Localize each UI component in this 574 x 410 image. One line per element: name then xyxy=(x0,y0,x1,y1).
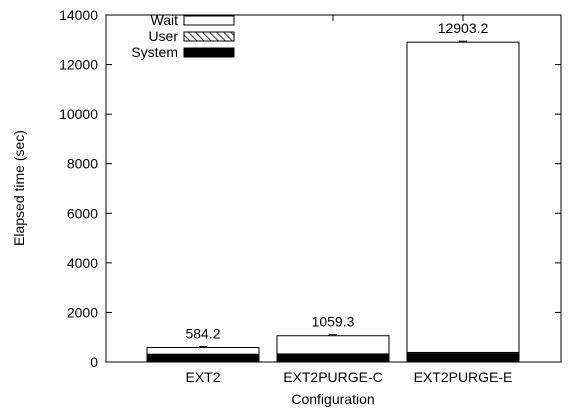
legend-label: System xyxy=(131,44,178,60)
y-tick-label: 0 xyxy=(90,354,98,370)
x-tick-label: EXT2PURGE-E xyxy=(414,369,513,385)
bar-total-label: 1059.3 xyxy=(312,314,355,330)
plot-frame xyxy=(105,14,562,363)
bar-total-label: 584.2 xyxy=(185,326,220,342)
y-tick-label: 2000 xyxy=(67,304,98,320)
bar-segment-wait xyxy=(406,41,520,353)
bar-segment-wait xyxy=(146,347,260,355)
legend-label: User xyxy=(148,28,178,44)
y-tick-label: 6000 xyxy=(67,205,98,221)
legend-label: Wait xyxy=(151,12,179,28)
y-tick-label: 12000 xyxy=(59,57,98,73)
x-tick-label: EXT2PURGE-C xyxy=(283,369,383,385)
y-tick-label: 4000 xyxy=(67,255,98,271)
legend-swatch xyxy=(183,47,235,58)
y-tick-label: 14000 xyxy=(59,7,98,23)
legend-swatch xyxy=(183,15,235,26)
x-axis-title: Configuration xyxy=(291,391,374,407)
y-tick-label: 10000 xyxy=(59,106,98,122)
legend-swatch xyxy=(183,31,235,42)
y-tick-label: 8000 xyxy=(67,156,98,172)
bar-segment-wait xyxy=(276,335,390,355)
axis-layer: 0 2000 4000 6000 8000 10000 12000 14000 EXT2 EXT2… xyxy=(59,7,561,385)
y-axis-title: Elapsed time (sec) xyxy=(11,130,27,246)
x-tick-label: EXT2 xyxy=(185,369,220,385)
bars-layer: 584.2 1059.3 12903.2 xyxy=(146,20,520,363)
bar-total-label: 12903.2 xyxy=(438,20,489,36)
